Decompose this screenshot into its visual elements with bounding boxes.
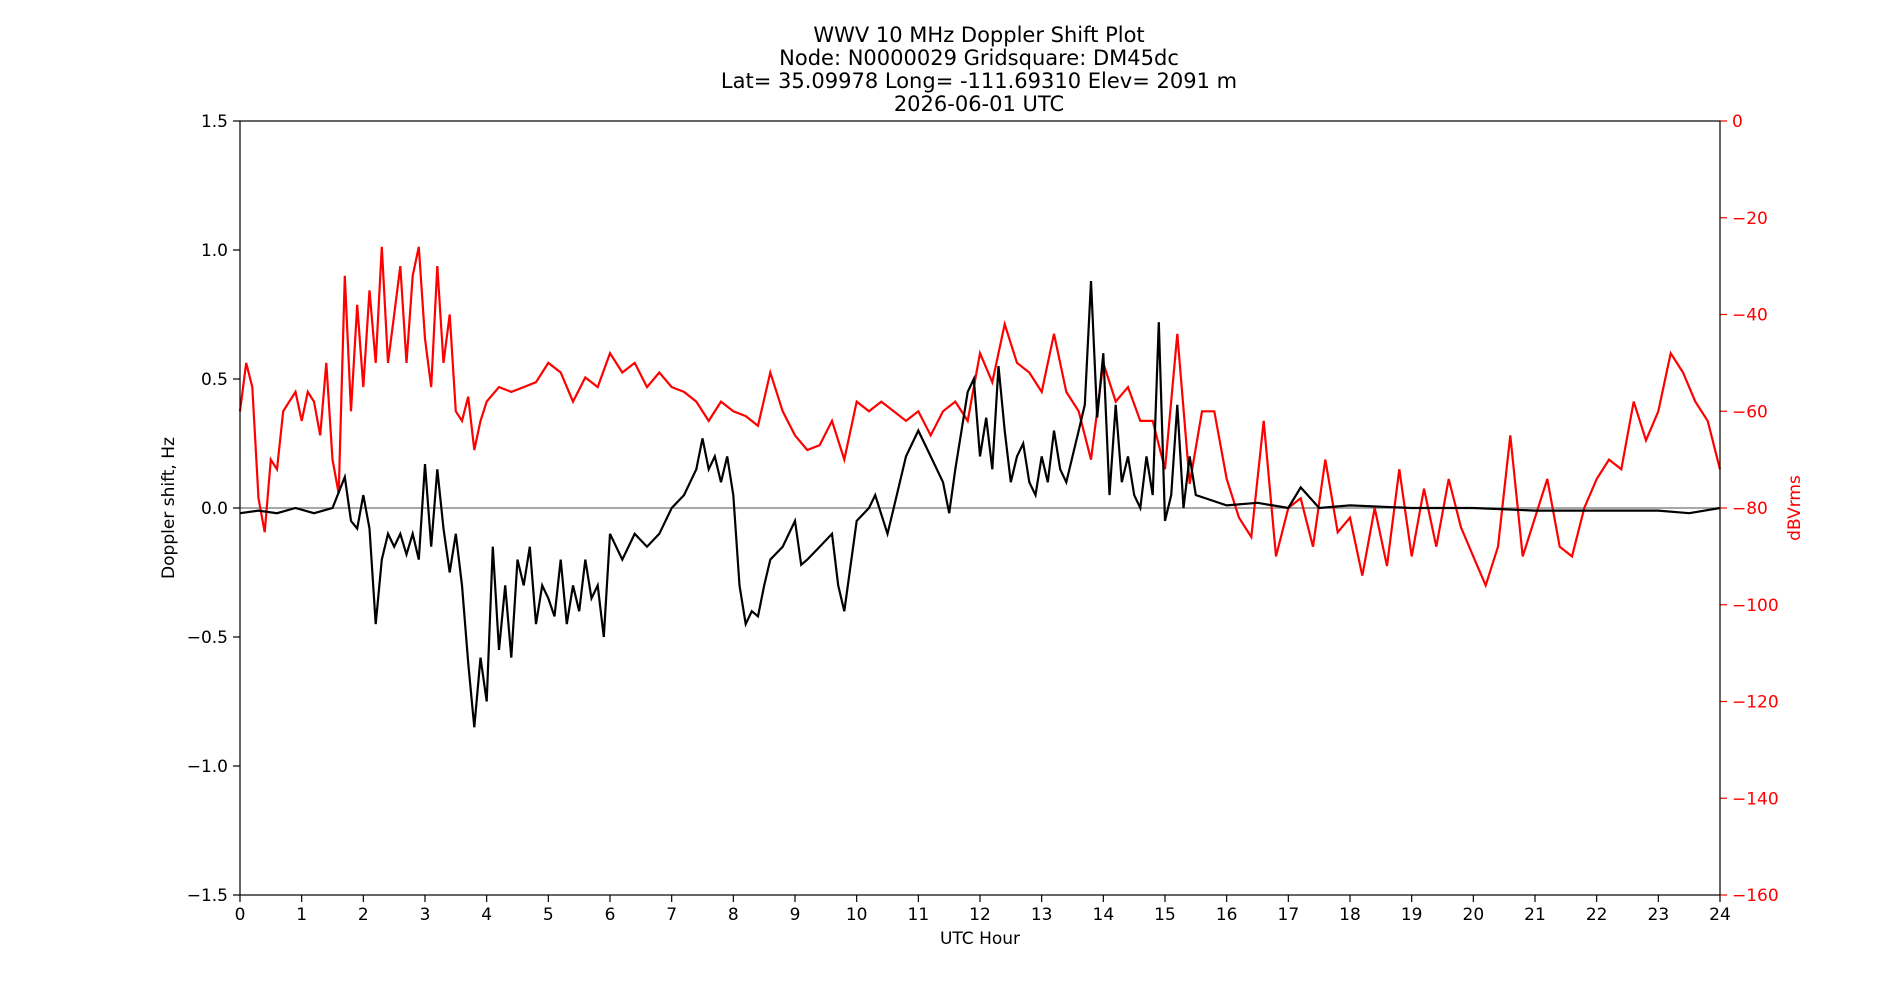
right-y-tick-label: 0: [1732, 112, 1743, 132]
x-tick-label: 14: [1093, 905, 1115, 925]
x-tick-label: 3: [420, 905, 431, 925]
x-tick-label: 16: [1216, 905, 1238, 925]
left-y-tick-label: 0.0: [201, 499, 228, 519]
right-y-tick-label: −100: [1732, 596, 1779, 616]
x-axis: 0 1 2 3 4 5 6 7 8 9 10 11 12 13 14 15 16 17 18 19 20 21 22 23 24: [235, 895, 1731, 925]
left-y-tick-label: −1.5: [187, 886, 228, 906]
x-tick-label: 2: [358, 905, 369, 925]
x-tick-label: 0: [235, 905, 246, 925]
left-y-tick-label: 1.5: [201, 112, 228, 132]
left-y-axis: 1.5 1.0 0.5 0.0 −0.5 −1.0 −1.5: [187, 112, 240, 906]
x-tick-label: 22: [1586, 905, 1608, 925]
chart-title-line-2: Node: N0000029 Gridsquare: DM45dc: [779, 46, 1179, 70]
title-block: WWV 10 MHz Doppler Shift Plot Node: N000…: [721, 23, 1237, 116]
x-tick-label: 5: [543, 905, 554, 925]
x-tick-label: 19: [1401, 905, 1423, 925]
chart-title-line-3: Lat= 35.09978 Long= -111.69310 Elev= 209…: [721, 69, 1237, 93]
left-y-tick-label: −0.5: [187, 628, 228, 648]
x-tick-label: 12: [969, 905, 991, 925]
doppler-series-line: [239, 280, 1721, 728]
x-tick-label: 6: [605, 905, 616, 925]
right-y-tick-label: −120: [1732, 693, 1779, 713]
right-y-tick-label: −60: [1732, 402, 1768, 422]
plot-area-frame: [239, 120, 1721, 896]
right-y-tick-label: −160: [1732, 886, 1779, 906]
right-y-tick-label: −80: [1732, 499, 1768, 519]
left-y-tick-label: 1.0: [201, 241, 228, 261]
chart-title-line-1: WWV 10 MHz Doppler Shift Plot: [813, 23, 1144, 47]
right-y-tick-label: −140: [1732, 789, 1779, 809]
chart-title-line-4: 2026-06-01 UTC: [894, 92, 1064, 116]
x-tick-label: 11: [908, 905, 930, 925]
right-y-axis-label: dBVrms: [1785, 475, 1805, 541]
x-tick-label: 4: [481, 905, 492, 925]
left-y-tick-label: 0.5: [201, 370, 228, 390]
x-tick-label: 23: [1648, 905, 1670, 925]
x-tick-label: 8: [728, 905, 739, 925]
x-tick-label: 15: [1154, 905, 1176, 925]
left-y-tick-label: −1.0: [187, 757, 228, 777]
x-tick-label: 10: [846, 905, 868, 925]
left-y-axis-label: Doppler shift, Hz: [159, 437, 179, 579]
x-tick-label: 24: [1709, 905, 1731, 925]
x-tick-label: 13: [1031, 905, 1053, 925]
right-y-tick-label: −20: [1732, 209, 1768, 229]
x-tick-label: 21: [1524, 905, 1546, 925]
x-tick-label: 20: [1463, 905, 1485, 925]
right-y-axis: 0 −20 −40 −60 −80 −100 −120 −140 −160: [1720, 112, 1779, 906]
x-axis-label: UTC Hour: [940, 929, 1020, 949]
x-tick-label: 7: [666, 905, 677, 925]
x-tick-label: 9: [790, 905, 801, 925]
x-tick-label: 18: [1339, 905, 1361, 925]
right-y-tick-label: −40: [1732, 306, 1768, 326]
x-tick-label: 17: [1278, 905, 1300, 925]
x-tick-label: 1: [296, 905, 307, 925]
power-series-line: [238, 246, 1722, 589]
